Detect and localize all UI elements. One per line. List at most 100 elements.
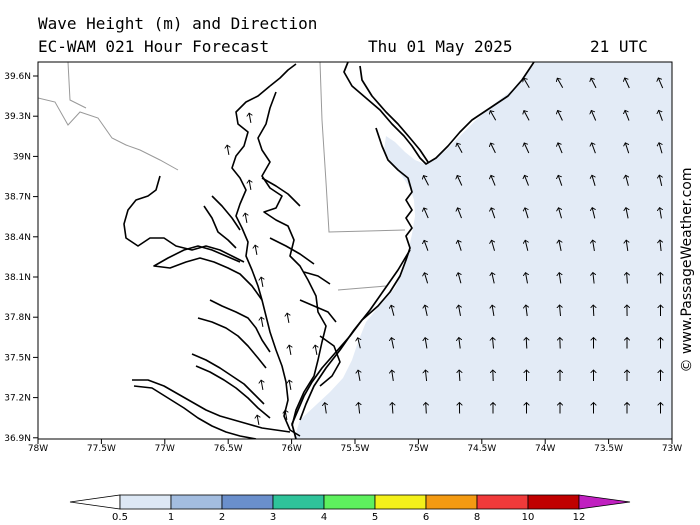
colorbar-segment <box>374 494 427 510</box>
wave-direction-arrow <box>492 273 494 284</box>
wave-height-area <box>294 62 672 439</box>
colorbar-segment <box>170 494 223 510</box>
colorbar-label: 4 <box>321 512 327 523</box>
wave-direction-arrow <box>625 78 630 89</box>
colorbar-label: 5 <box>372 512 378 523</box>
wave-direction-arrow <box>591 111 597 121</box>
wave-direction-arrow <box>426 403 427 414</box>
wave-direction-arrow <box>358 403 359 414</box>
wave-direction-arrow <box>559 208 562 219</box>
colorbar-label: 2 <box>219 512 225 523</box>
wave-direction-arrow <box>325 403 327 414</box>
wave-direction-arrow <box>424 273 427 284</box>
wave-direction-arrow <box>525 208 528 219</box>
wave-direction-arrow <box>491 143 496 154</box>
wave-direction-arrow <box>558 143 563 154</box>
wave-direction-arrow <box>627 273 628 284</box>
colorbar-segment <box>119 494 172 510</box>
lon-tick-label: 73.5W <box>594 444 623 454</box>
forecast-time: 21 UTC <box>590 37 648 56</box>
colorbar-label: 10 <box>522 512 535 523</box>
colorbar-label: 1 <box>168 512 174 523</box>
lon-tick-label: 76W <box>281 444 301 454</box>
wave-direction-arrow <box>457 176 463 186</box>
wave-direction-arrow <box>592 143 596 154</box>
wave-direction-arrow <box>559 273 561 284</box>
wave-direction-arrow <box>490 111 497 121</box>
wave-direction-arrow <box>249 180 251 190</box>
wave-direction-arrow <box>458 208 462 219</box>
wave-direction-arrow <box>526 273 528 284</box>
wave-direction-arrow <box>659 143 662 154</box>
wave-direction-arrow <box>257 415 259 425</box>
wave-direction-arrow <box>525 175 529 186</box>
colorbar-segment <box>323 494 376 510</box>
wave-direction-arrow <box>392 370 394 381</box>
wave-direction-arrow <box>593 240 595 251</box>
wave-direction-arrow <box>424 176 429 186</box>
colorbar-segment <box>425 494 478 510</box>
lon-tick-label: 75.5W <box>341 444 370 454</box>
wave-direction-arrow <box>425 338 427 349</box>
wave-direction-arrow <box>315 345 317 355</box>
wave-direction-arrow <box>524 111 530 121</box>
wave-direction-arrow <box>524 78 530 88</box>
wave-direction-arrow <box>626 240 628 251</box>
wave-direction-arrow <box>491 208 496 219</box>
colorbar-segment <box>221 494 274 510</box>
wave-direction-arrow <box>424 240 429 251</box>
latitude-axis: 39.6N 39.3N 39N 38.7N 38.4N 38.1N 37.8N 37.5N 37… <box>4 72 38 444</box>
forecast-date: Thu 01 May 2025 <box>368 37 513 56</box>
wave-direction-arrow <box>593 305 594 317</box>
wave-direction-arrow <box>459 370 460 382</box>
wave-height-colorbar: 0.5 1 2 3 4 5 6 8 10 12 <box>69 494 631 523</box>
colorbar-label: 0.5 <box>112 512 128 523</box>
wave-direction-arrow <box>287 313 289 323</box>
lon-tick-label: 78W <box>28 444 48 454</box>
wave-direction-arrow <box>625 143 630 154</box>
wave-direction-arrow <box>625 110 630 121</box>
lon-tick-label: 77.5W <box>87 444 116 454</box>
wave-direction-arrow <box>459 338 460 349</box>
forecast-subtitle: EC-WAM 021 Hour Forecast <box>38 37 270 56</box>
wave-direction-arrows <box>227 78 663 425</box>
colorbar-label: 6 <box>423 512 429 523</box>
wave-direction-arrow <box>558 111 563 121</box>
wave-direction-arrow <box>626 208 628 219</box>
lon-tick-label: 75W <box>408 444 428 454</box>
lon-tick-label: 74.5W <box>467 444 496 454</box>
colorbar-label: 8 <box>474 512 480 523</box>
colorbar-segment <box>272 494 325 510</box>
lon-tick-label: 74W <box>535 444 555 454</box>
lat-tick-label: 36.9N <box>4 434 31 444</box>
lat-tick-label: 37.8N <box>4 313 31 323</box>
wave-direction-arrow <box>289 345 291 355</box>
wave-direction-arrow <box>591 78 597 89</box>
wave-direction-arrow <box>492 240 495 251</box>
lat-tick-label: 38.7N <box>4 193 31 203</box>
wave-direction-arrow <box>255 245 257 255</box>
wave-direction-arrow <box>285 410 287 420</box>
wave-direction-arrow <box>660 208 662 219</box>
chesapeake-coastline <box>123 63 341 439</box>
wave-direction-arrow <box>425 305 427 317</box>
wave-direction-arrow <box>525 240 528 251</box>
wave-direction-arrow <box>626 175 629 186</box>
wave-direction-arrow <box>227 145 229 155</box>
wave-direction-arrow <box>458 240 462 251</box>
longitude-axis: 78W 77.5W 77W 76.5W 76W 75.5W 75W 74.5W 74W 73.5W… <box>28 439 682 454</box>
lat-tick-label: 37.5N <box>4 353 31 363</box>
wave-direction-arrow <box>261 380 263 390</box>
wave-direction-arrow <box>526 305 527 317</box>
wave-direction-arrow <box>659 175 661 187</box>
wave-direction-arrow <box>391 305 394 316</box>
colorbar-label: 12 <box>573 512 586 523</box>
colorbar-low-extend <box>69 494 121 510</box>
wave-direction-arrow <box>459 305 461 316</box>
wave-direction-arrow <box>592 175 595 186</box>
wave-direction-arrow <box>425 370 426 382</box>
wave-direction-arrow <box>557 78 564 89</box>
lat-tick-label: 39.6N <box>4 72 31 82</box>
wave-direction-arrow <box>261 317 263 327</box>
